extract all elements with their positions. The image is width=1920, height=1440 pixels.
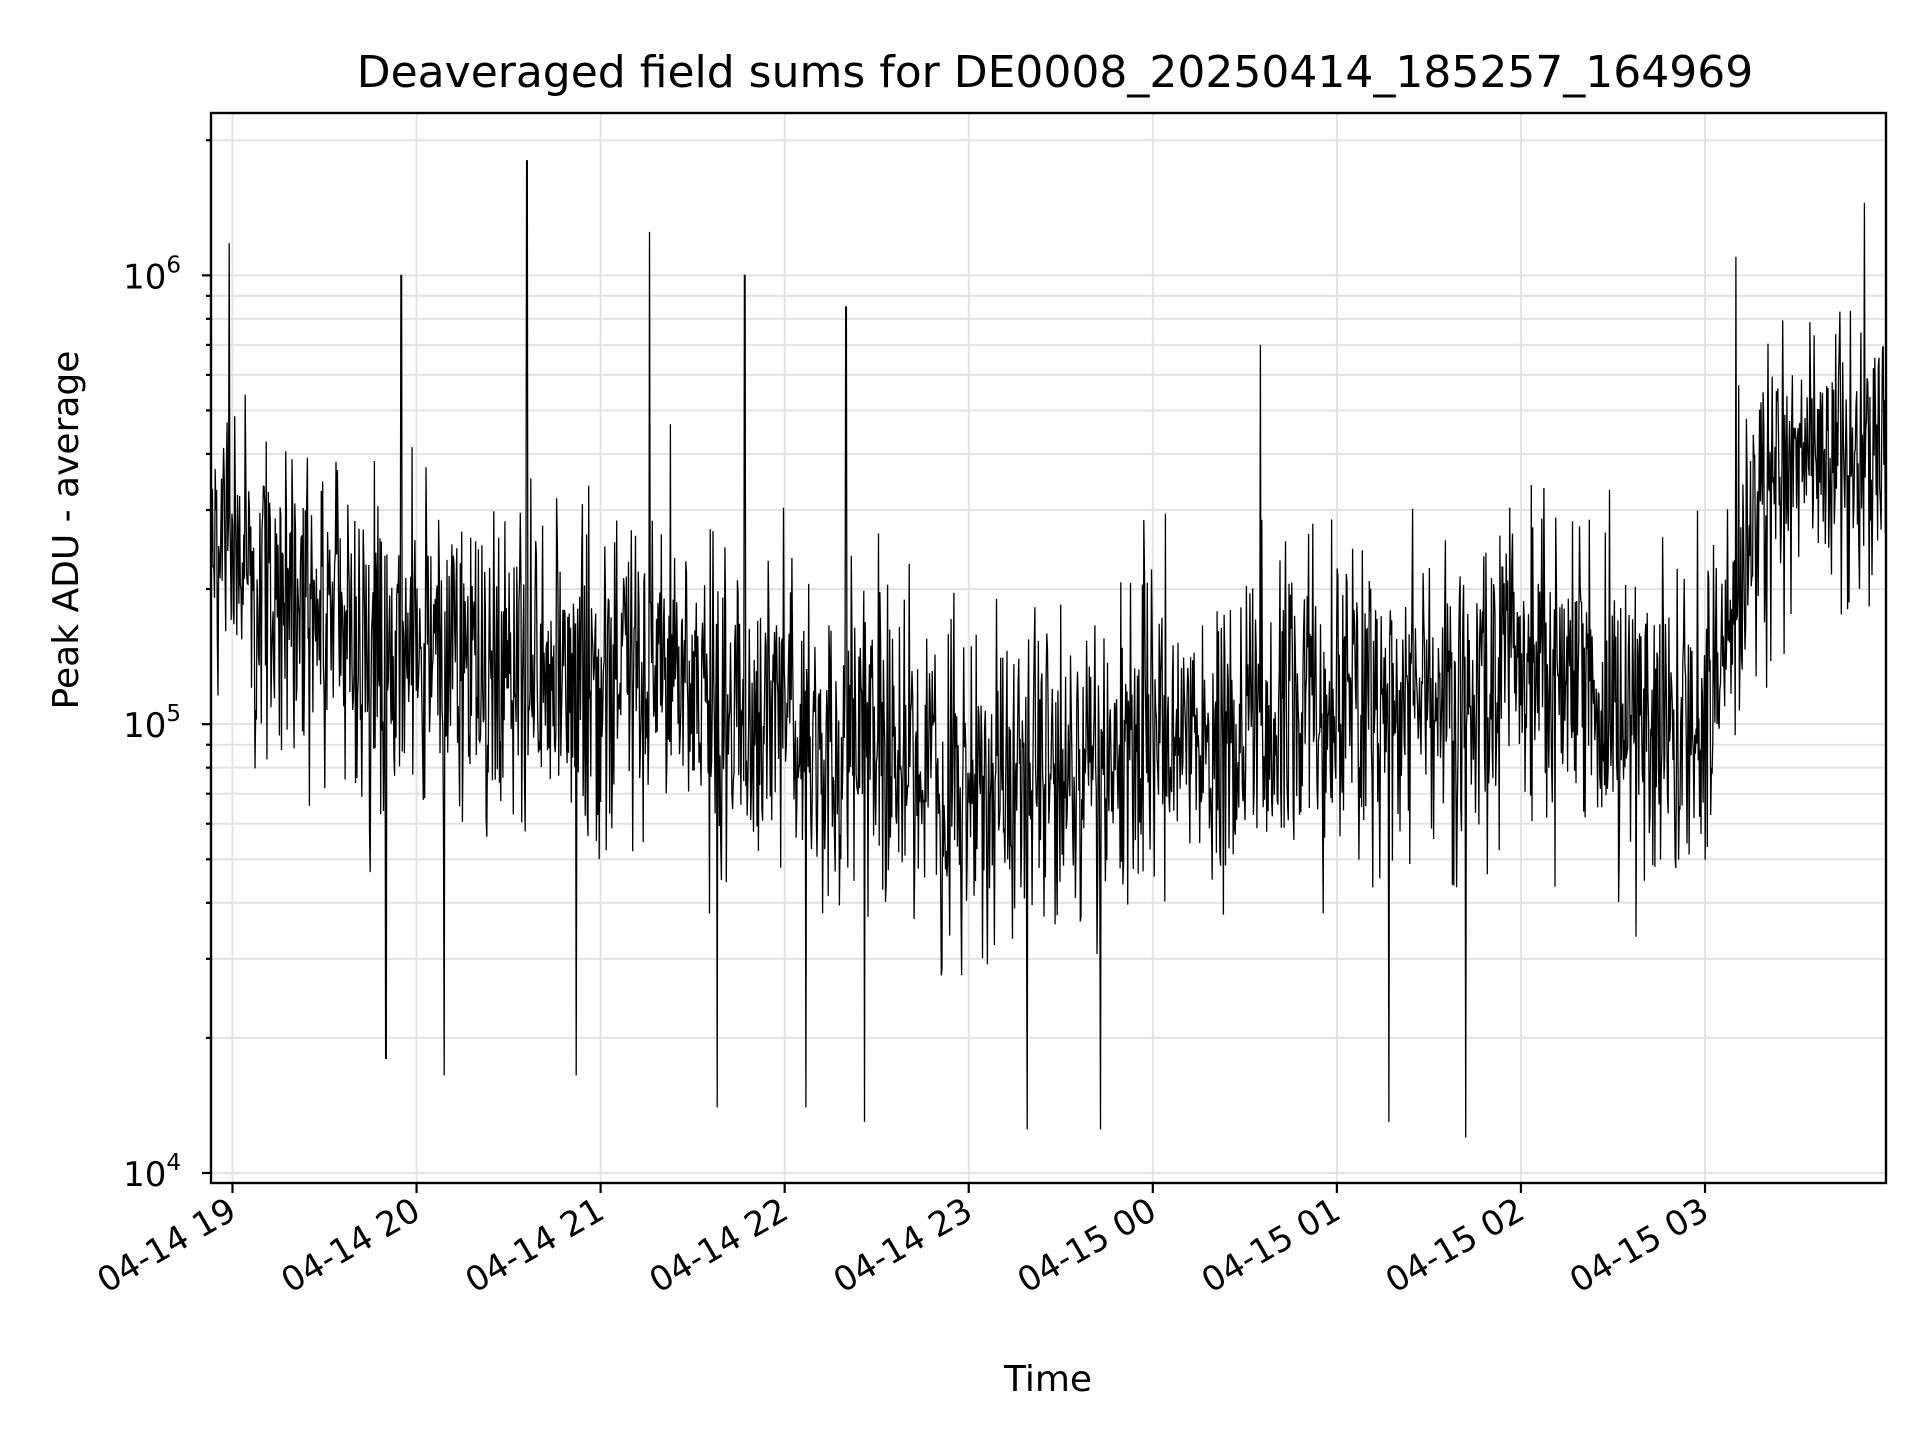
- series-layer: [210, 160, 1887, 1138]
- y-tick-label: 105: [123, 701, 181, 746]
- y-tick-base: 10: [123, 706, 166, 746]
- chart-title: Deaveraged field sums for DE0008_2025041…: [357, 47, 1754, 98]
- series-line: [210, 160, 1887, 1138]
- y-tick-label: 106: [123, 252, 181, 297]
- plot-area-frame: [209, 111, 1888, 1185]
- y-tick-base: 10: [123, 1155, 166, 1195]
- x-tick-label: 04-15 00: [1011, 1190, 1163, 1301]
- y-tick-exponent: 6: [166, 252, 181, 278]
- y-tick-exponent: 4: [166, 1150, 181, 1176]
- y-tick-exponent: 5: [166, 701, 181, 727]
- x-tick-label: 04-14 19: [91, 1190, 243, 1301]
- y-tick-base: 10: [123, 257, 166, 297]
- x-tick-label: 04-15 01: [1195, 1190, 1347, 1301]
- x-tick-label: 04-14 22: [643, 1190, 795, 1301]
- y-tick-label: 104: [123, 1150, 181, 1195]
- x-axis: 04-14 19 04-14 20 04-14 21 04-14 22 04-14 23…: [91, 1183, 1716, 1301]
- x-tick-label: 04-15 03: [1563, 1190, 1715, 1301]
- x-tick-label: 04-14 23: [827, 1190, 979, 1301]
- x-axis-label: Time: [1003, 1359, 1092, 1400]
- x-tick-label: 04-15 02: [1379, 1190, 1531, 1301]
- x-tick-label: 04-14 21: [459, 1190, 611, 1301]
- x-tick-label: 04-14 20: [275, 1190, 427, 1301]
- y-axis-label: Peak ADU - average: [46, 351, 87, 710]
